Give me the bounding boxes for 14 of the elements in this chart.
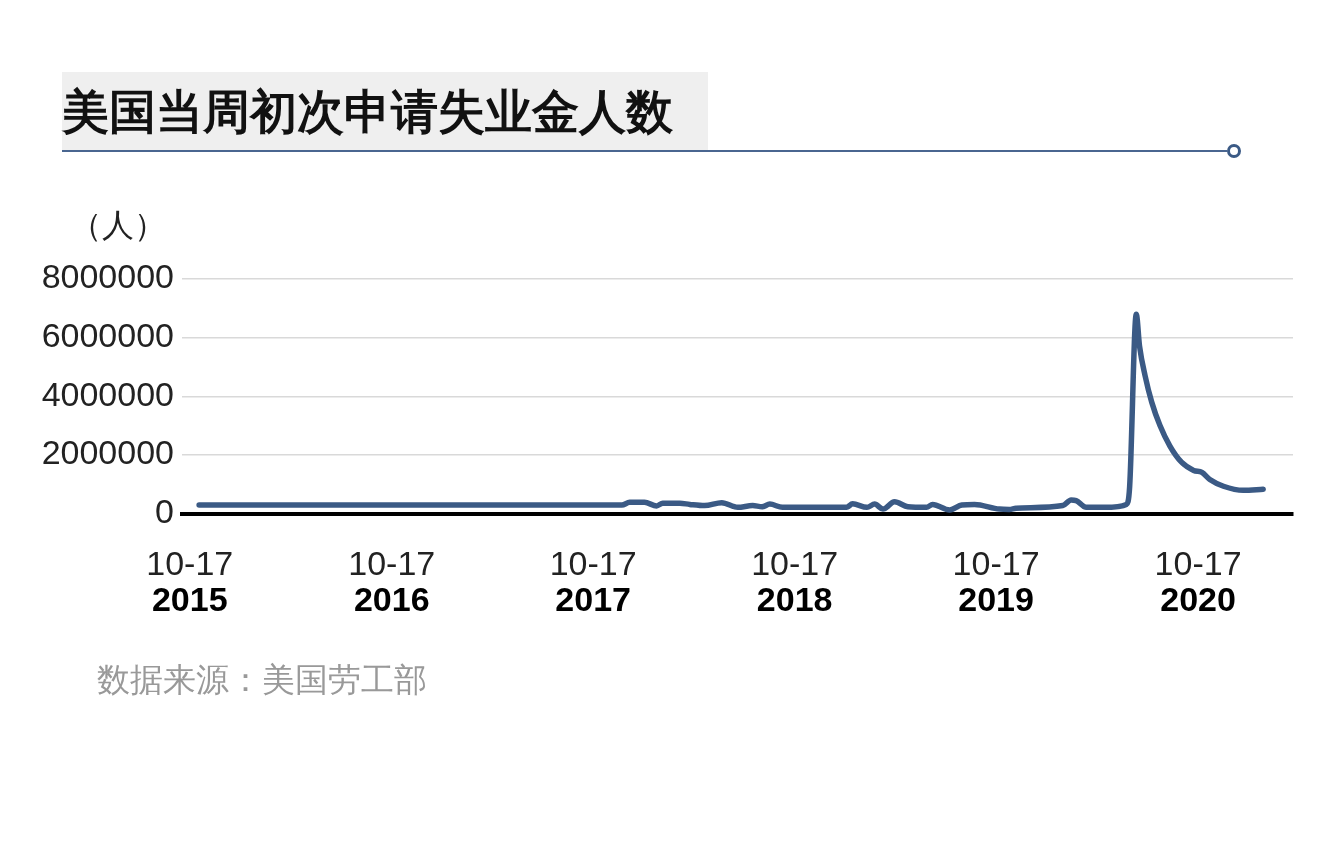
chart-title: 美国当周初次申请失业金人数: [62, 83, 673, 141]
x-tick-label: 10-17 2017: [549, 543, 637, 618]
x-tick-label: 10-17 2016: [348, 543, 436, 618]
x-tick-label: 10-17 2015: [146, 543, 234, 618]
y-tick-label: 8000000: [41, 257, 174, 296]
source-note: 数据来源：美国劳工部: [97, 660, 427, 700]
y-axis-title: （人）: [70, 205, 166, 245]
y-tick-label: 4000000: [41, 374, 174, 413]
y-tick-label: 0: [155, 491, 174, 530]
x-tick-label: 10-17 2019: [952, 543, 1040, 618]
y-tick-label: 6000000: [41, 316, 174, 354]
x-tick-label: 10-17 2018: [751, 543, 839, 618]
y-tick-label: 2000000: [41, 433, 174, 472]
x-tick-label: 10-17 2020: [1154, 543, 1242, 618]
